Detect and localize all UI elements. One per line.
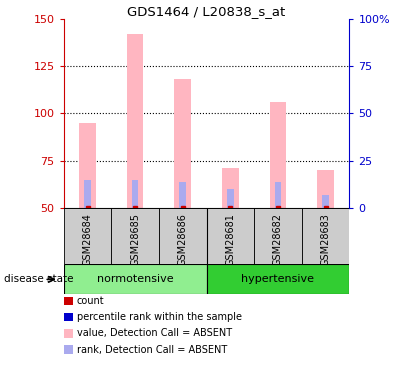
Bar (222, 168, 239, 208)
Text: value, Detection Call = ABSENT: value, Detection Call = ABSENT (77, 328, 232, 338)
Bar (254, 208, 302, 264)
Bar (64, 208, 111, 264)
Text: rank, Detection Call = ABSENT: rank, Detection Call = ABSENT (77, 345, 227, 354)
Text: GSM28685: GSM28685 (130, 213, 140, 266)
Text: hypertensive: hypertensive (241, 274, 314, 284)
Text: count: count (77, 296, 104, 306)
Text: GSM28683: GSM28683 (321, 213, 330, 266)
Text: GSM28681: GSM28681 (225, 213, 236, 266)
Bar (317, 170, 334, 208)
Bar (159, 208, 206, 264)
Bar (206, 208, 254, 264)
Text: GSM28682: GSM28682 (273, 213, 283, 266)
Text: percentile rank within the sample: percentile rank within the sample (77, 312, 242, 322)
Bar (206, 264, 349, 294)
Bar (179, 182, 186, 208)
Bar (64, 264, 206, 294)
Bar (84, 180, 91, 208)
Text: normotensive: normotensive (97, 274, 173, 284)
Bar (275, 182, 281, 208)
Bar (127, 34, 143, 208)
Text: GSM28684: GSM28684 (83, 213, 92, 266)
Text: GSM28686: GSM28686 (178, 213, 188, 266)
Bar (132, 180, 139, 208)
Title: GDS1464 / L20838_s_at: GDS1464 / L20838_s_at (127, 4, 286, 18)
Text: disease state: disease state (4, 274, 74, 284)
Bar (174, 80, 191, 208)
Bar (227, 189, 234, 208)
Bar (79, 123, 96, 208)
Bar (111, 208, 159, 264)
Bar (270, 102, 286, 208)
Bar (302, 208, 349, 264)
Bar (322, 195, 329, 208)
